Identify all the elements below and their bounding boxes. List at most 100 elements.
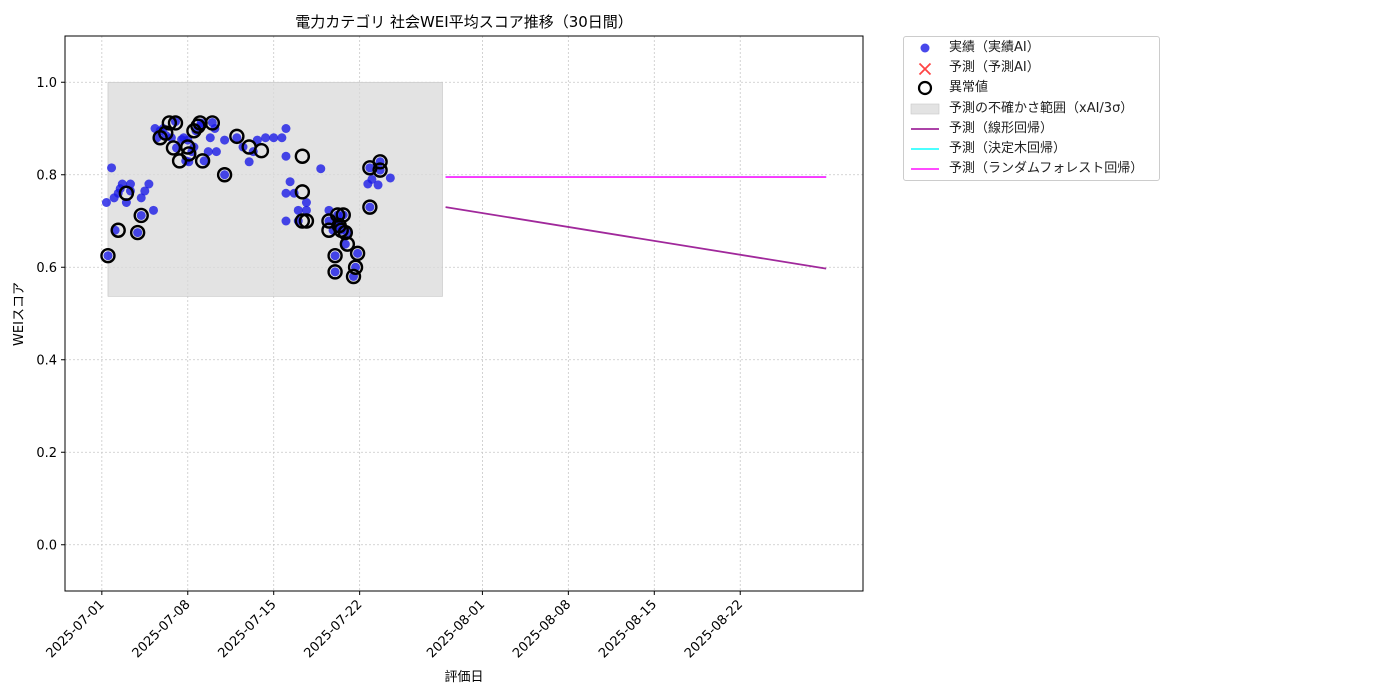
actual-point-78 (365, 163, 375, 173)
actual-point-41 (220, 170, 230, 180)
y-tick-label-0: 0.0 (36, 538, 57, 553)
anomaly-marker-23 (294, 184, 311, 200)
anomaly-marker-9 (167, 115, 184, 131)
actual-point-13 (136, 193, 146, 203)
y-tick-label-5: 1.0 (36, 76, 57, 91)
legend-entry-predicted: 予測（予測AI） (904, 58, 1159, 78)
legend-entry-anomaly: 異常値 (904, 78, 1159, 98)
actual-point-14 (140, 186, 150, 196)
legend-entry-linear: 予測（線形回帰） (904, 119, 1159, 139)
actual-point-40 (211, 147, 221, 157)
anomaly-marker-17 (204, 115, 221, 131)
x-tick-label-1: 2025-07-08 (130, 597, 194, 661)
actual-point-11 (133, 228, 143, 238)
anomaly-marker-16 (194, 153, 211, 169)
legend-swatch-linear (911, 128, 939, 130)
y-tick-label-3: 0.6 (36, 261, 57, 276)
x-tick-label-7: 2025-08-22 (682, 597, 746, 661)
legend-label-anomaly: 異常値 (949, 80, 989, 95)
anomaly-marker-0 (100, 247, 116, 264)
anomaly-marker-6 (158, 125, 174, 141)
actual-point-52 (281, 151, 291, 161)
anomaly-marker-1 (110, 222, 126, 238)
legend-label-linear: 予測（線形回帰） (949, 121, 1054, 136)
actual-point-51 (281, 124, 291, 133)
legend-swatch-anomaly (917, 80, 933, 96)
actual-point-50 (277, 133, 287, 143)
actual-point-84 (385, 173, 395, 183)
x-tick-label-5: 2025-08-08 (510, 597, 574, 661)
actual-point-45 (244, 157, 254, 167)
actual-point-53 (281, 188, 291, 198)
legend-swatch-predicted (918, 62, 932, 76)
actual-point-57 (293, 205, 303, 215)
x-axis-label: 評価日 (444, 670, 483, 685)
anomaly-marker-19 (229, 128, 245, 145)
actual-point-80 (367, 174, 377, 184)
anomaly-marker-28 (327, 247, 343, 264)
actual-point-48 (261, 133, 271, 143)
anomaly-marker-29 (327, 264, 343, 280)
anomaly-marker-11 (180, 139, 196, 155)
actual-point-61 (316, 164, 326, 174)
legend-label-predicted: 予測（予測AI） (949, 60, 1040, 75)
y-tick-label-1: 0.2 (36, 446, 57, 461)
actual-point-0 (101, 198, 111, 207)
actual-point-59 (301, 198, 311, 207)
actual-point-12 (136, 210, 146, 220)
legend-entry-tree: 予測（決定木回帰） (904, 139, 1159, 159)
anomaly-marker-8 (165, 140, 182, 156)
actual-point-16 (148, 205, 158, 215)
anomaly-marker-7 (161, 115, 178, 131)
anomaly-marker-30 (329, 207, 346, 223)
anomaly-marker-40 (362, 199, 378, 215)
y-tick-label-2: 0.4 (36, 353, 57, 368)
actual-point-35 (199, 156, 209, 166)
actual-point-72 (340, 239, 350, 249)
anomaly-marker-18 (216, 167, 233, 183)
actual-point-76 (353, 248, 363, 258)
legend-label-actual: 実績（実績AI） (949, 40, 1040, 55)
legend-swatch-tree (911, 148, 939, 150)
legend-label-uncertainty: 予測の不確かさ範囲（xAI/3σ） (949, 101, 1134, 116)
legend: 実績（実績AI） 予測（予測AI） 異常値 予測の不確かさ範囲（xAI/3σ） … (903, 36, 1160, 181)
actual-point-60 (301, 205, 311, 215)
actual-point-1 (103, 251, 113, 261)
actual-point-79 (365, 202, 375, 212)
x-tick-label-4: 2025-08-01 (424, 597, 488, 661)
legend-swatch-uncertainty (910, 103, 940, 115)
uncertainty-band (107, 81, 443, 297)
y-tick-label-4: 0.8 (36, 168, 57, 183)
anomaly-marker-38 (349, 245, 366, 262)
anomaly-marker-35 (339, 236, 356, 252)
legend-entry-forest: 予測（ランダムフォレスト回帰） (904, 159, 1159, 179)
anomaly-marker-42 (372, 154, 388, 170)
actual-point-66 (330, 267, 340, 277)
actual-point-81 (373, 180, 383, 190)
actual-point-15 (144, 179, 154, 189)
actual-point-55 (285, 177, 295, 187)
actual-point-42 (220, 135, 230, 145)
actual-point-65 (330, 251, 340, 261)
anomaly-marker-33 (335, 207, 351, 223)
legend-entry-uncertainty: 予測の不確かさ範囲（xAI/3σ） (904, 99, 1159, 119)
actual-point-54 (281, 216, 291, 226)
anomaly-marker-12 (181, 146, 197, 162)
x-tick-label-6: 2025-08-15 (596, 597, 660, 661)
plot-frame (64, 35, 864, 592)
anomaly-marker-36 (345, 268, 362, 285)
chart-title: 電力カテゴリ 社会WEI平均スコア推移（30日間） (295, 13, 633, 31)
x-tick-label-0: 2025-07-01 (44, 597, 108, 661)
anomaly-marker-41 (372, 162, 388, 178)
legend-label-forest: 予測（ランダムフォレスト回帰） (949, 161, 1144, 176)
plot-area: 0.0 0.2 0.4 0.6 0.8 1.0 2025-07-01 2025-07-08 20… (36, 35, 864, 661)
legend-swatch-actual (920, 43, 930, 53)
legend-entry-actual: 実績（実績AI） (904, 38, 1159, 58)
legend-label-tree: 予測（決定木回帰） (949, 141, 1067, 156)
y-axis-label: WEIスコア (12, 282, 27, 346)
legend-swatch-forest (911, 168, 939, 170)
actual-point-2 (107, 163, 117, 173)
anomaly-marker-25 (298, 213, 315, 229)
x-tick-label-2: 2025-07-15 (215, 597, 279, 661)
